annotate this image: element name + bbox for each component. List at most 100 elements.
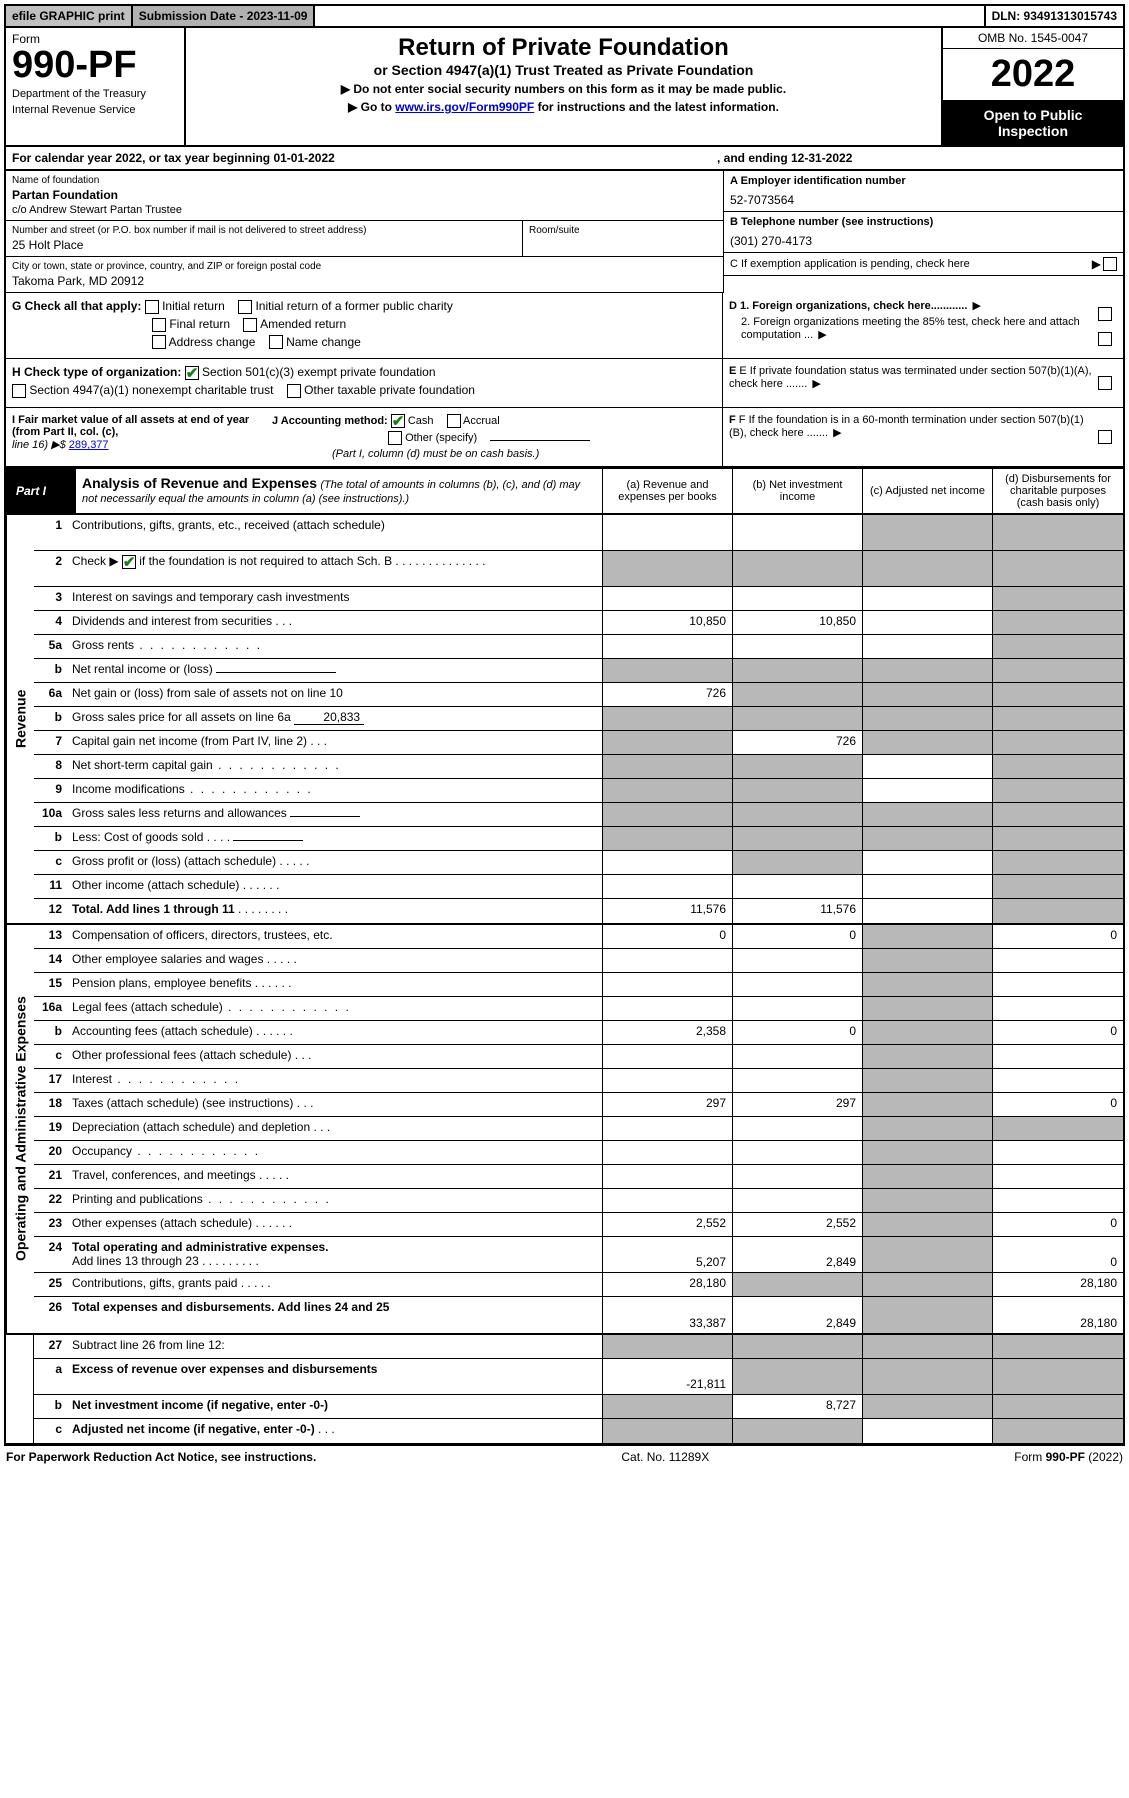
other-method-checkbox[interactable] — [388, 431, 402, 445]
accrual-checkbox[interactable] — [447, 414, 461, 428]
r11-b — [733, 875, 863, 898]
city-label: City or town, state or province, country… — [12, 261, 717, 272]
row-26: 26 Total expenses and disbursements. Add… — [34, 1297, 1123, 1333]
ln-24: 24 — [34, 1237, 68, 1272]
r2-d — [993, 551, 1123, 586]
header-middle: Return of Private Foundation or Section … — [186, 28, 943, 145]
r26-d: 28,180 — [993, 1297, 1123, 1333]
r18-a: 297 — [603, 1093, 733, 1116]
desc-16c: Other professional fees (attach schedule… — [68, 1045, 603, 1068]
r17-b — [733, 1069, 863, 1092]
f-checkbox[interactable] — [1098, 430, 1112, 444]
final-return-checkbox[interactable] — [152, 318, 166, 332]
i-line: line 16) ▶$ — [12, 439, 69, 451]
desc-24-title: Total operating and administrative expen… — [72, 1240, 329, 1254]
section-g-d: G Check all that apply: Initial return I… — [4, 293, 1125, 359]
r2-a — [603, 551, 733, 586]
row-15: 15 Pension plans, employee benefits . . … — [34, 973, 1123, 997]
amended-return-checkbox[interactable] — [243, 318, 257, 332]
efile-bar: efile GRAPHIC print Submission Date - 20… — [4, 4, 1125, 28]
other-taxable-checkbox[interactable] — [287, 384, 301, 398]
d2-checkbox[interactable] — [1098, 332, 1112, 346]
r26-b: 2,849 — [733, 1297, 863, 1333]
desc-18-text: Taxes (attach schedule) (see instruction… — [72, 1096, 293, 1110]
j-note: (Part I, column (d) must be on cash basi… — [332, 448, 716, 460]
row-20: 20 Occupancy — [34, 1141, 1123, 1165]
arrow-icon: ▶ — [812, 377, 820, 390]
r23-d: 0 — [993, 1213, 1123, 1236]
initial-return-checkbox[interactable] — [145, 300, 159, 314]
r9-c — [863, 779, 993, 802]
r27-c — [863, 1335, 993, 1358]
name-change-checkbox[interactable] — [269, 335, 283, 349]
ln-20: 20 — [34, 1141, 68, 1164]
d1-checkbox[interactable] — [1098, 307, 1112, 321]
e-label: E If private foundation status was termi… — [729, 365, 1092, 390]
ln-9: 9 — [34, 779, 68, 802]
cash-checkbox[interactable] — [391, 414, 405, 428]
r24-c — [863, 1237, 993, 1272]
desc-16a: Legal fees (attach schedule) — [68, 997, 603, 1020]
open-to-public: Open to Public Inspection — [943, 101, 1123, 145]
r18-d: 0 — [993, 1093, 1123, 1116]
r12-d — [993, 899, 1123, 923]
h-4947a1: Section 4947(a)(1) nonexempt charitable … — [29, 383, 273, 397]
desc-2: Check ▶ if the foundation is not require… — [68, 551, 603, 586]
501c3-checkbox[interactable] — [185, 366, 199, 380]
r20-c — [863, 1141, 993, 1164]
row-9: 9 Income modifications — [34, 779, 1123, 803]
schb-checkbox[interactable] — [122, 555, 136, 569]
fmv-link[interactable]: 289,377 — [69, 439, 109, 451]
desc-24-sub: Add lines 13 through 23 — [72, 1254, 199, 1268]
revenue-vlabel: Revenue — [6, 515, 34, 923]
desc-8: Net short-term capital gain — [68, 755, 603, 778]
e-checkbox[interactable] — [1098, 376, 1112, 390]
ln-22: 22 — [34, 1189, 68, 1212]
r24-b: 2,849 — [733, 1237, 863, 1272]
arrow-icon: ▶ — [833, 426, 841, 439]
row-14: 14 Other employee salaries and wages . .… — [34, 949, 1123, 973]
cat-number: Cat. No. 11289X — [621, 1450, 709, 1464]
ln-11: 11 — [34, 875, 68, 898]
phone-label: B Telephone number (see instructions) — [730, 216, 1117, 228]
row-27a: a Excess of revenue over expenses and di… — [34, 1359, 1123, 1395]
row-8: 8 Net short-term capital gain — [34, 755, 1123, 779]
desc-25-text: Contributions, gifts, grants paid — [72, 1276, 237, 1290]
ln-12: 12 — [34, 899, 68, 923]
r25-c — [863, 1273, 993, 1296]
col-a-header: (a) Revenue and expenses per books — [603, 469, 733, 513]
4947a1-checkbox[interactable] — [12, 384, 26, 398]
r12-c — [863, 899, 993, 923]
line27-rows: 27 Subtract line 26 from line 12: a Exce… — [34, 1335, 1123, 1443]
r5b-d — [993, 659, 1123, 682]
r22-b — [733, 1189, 863, 1212]
ln-13: 13 — [34, 925, 68, 948]
revenue-section: Revenue 1 Contributions, gifts, grants, … — [4, 515, 1125, 925]
r5a-a — [603, 635, 733, 658]
r14-a — [603, 949, 733, 972]
r6a-c — [863, 683, 993, 706]
efile-spacer — [315, 6, 985, 26]
g-initial-return: Initial return — [162, 299, 225, 313]
r23-a: 2,552 — [603, 1213, 733, 1236]
row-5a: 5a Gross rents — [34, 635, 1123, 659]
r4-d — [993, 611, 1123, 634]
city-cell: City or town, state or province, country… — [6, 257, 723, 293]
r1-a — [603, 515, 733, 550]
r6a-b — [733, 683, 863, 706]
r12-b: 11,576 — [733, 899, 863, 923]
desc-2-post: if the foundation is not required to att… — [136, 554, 392, 568]
address-row: Number and street (or P.O. box number if… — [6, 221, 723, 257]
desc-21: Travel, conferences, and meetings . . . … — [68, 1165, 603, 1188]
address-change-checkbox[interactable] — [152, 335, 166, 349]
row-18: 18 Taxes (attach schedule) (see instruct… — [34, 1093, 1123, 1117]
r10c-d — [993, 851, 1123, 874]
desc-27c-text: Adjusted net income (if negative, enter … — [72, 1422, 315, 1436]
initial-return-former-checkbox[interactable] — [238, 300, 252, 314]
form990pf-link[interactable]: www.irs.gov/Form990PF — [395, 100, 534, 114]
page-footer: For Paperwork Reduction Act Notice, see … — [4, 1445, 1125, 1468]
exemption-pending-checkbox[interactable] — [1103, 257, 1117, 271]
cal-begin: For calendar year 2022, or tax year begi… — [12, 151, 717, 165]
section-i-j-f: I Fair market value of all assets at end… — [4, 408, 1125, 468]
desc-16b-text: Accounting fees (attach schedule) — [72, 1024, 253, 1038]
